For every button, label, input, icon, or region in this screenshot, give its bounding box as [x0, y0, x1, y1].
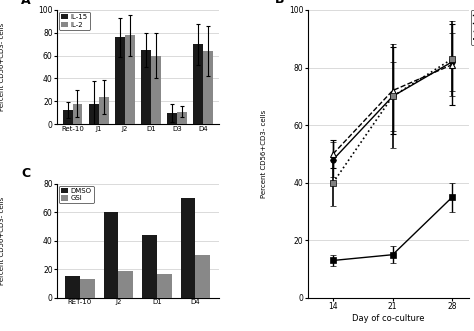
- Legend: DMSO, GSI: DMSO, GSI: [59, 186, 94, 204]
- Bar: [63, 111, 73, 124]
- Bar: [118, 271, 133, 298]
- Text: B: B: [275, 0, 285, 6]
- Y-axis label: Percent CD56+CD3- cells: Percent CD56+CD3- cells: [261, 110, 267, 198]
- Bar: [195, 255, 210, 298]
- Bar: [157, 274, 172, 298]
- Bar: [142, 235, 157, 298]
- Bar: [115, 37, 125, 124]
- Bar: [151, 56, 161, 124]
- Bar: [73, 104, 82, 124]
- Bar: [193, 44, 203, 124]
- Bar: [89, 104, 99, 124]
- Bar: [203, 51, 213, 124]
- Bar: [104, 212, 118, 298]
- Y-axis label: Percent CD56+CD3- cells: Percent CD56+CD3- cells: [0, 197, 5, 285]
- Bar: [65, 276, 80, 298]
- Bar: [177, 112, 187, 124]
- Bar: [181, 198, 195, 298]
- Bar: [141, 50, 151, 124]
- Text: C: C: [21, 167, 30, 180]
- Text: A: A: [21, 0, 31, 7]
- Bar: [80, 279, 95, 298]
- Legend: RET-10, J2, D1, D4: RET-10, J2, D1, D4: [471, 10, 474, 45]
- Legend: IL-15, IL-2: IL-15, IL-2: [59, 12, 90, 30]
- Bar: [125, 35, 135, 124]
- Y-axis label: Percent CD56+CD3- cells: Percent CD56+CD3- cells: [0, 23, 5, 111]
- Bar: [99, 97, 109, 124]
- Bar: [167, 113, 177, 124]
- X-axis label: Day of co-culture: Day of co-culture: [352, 314, 425, 323]
